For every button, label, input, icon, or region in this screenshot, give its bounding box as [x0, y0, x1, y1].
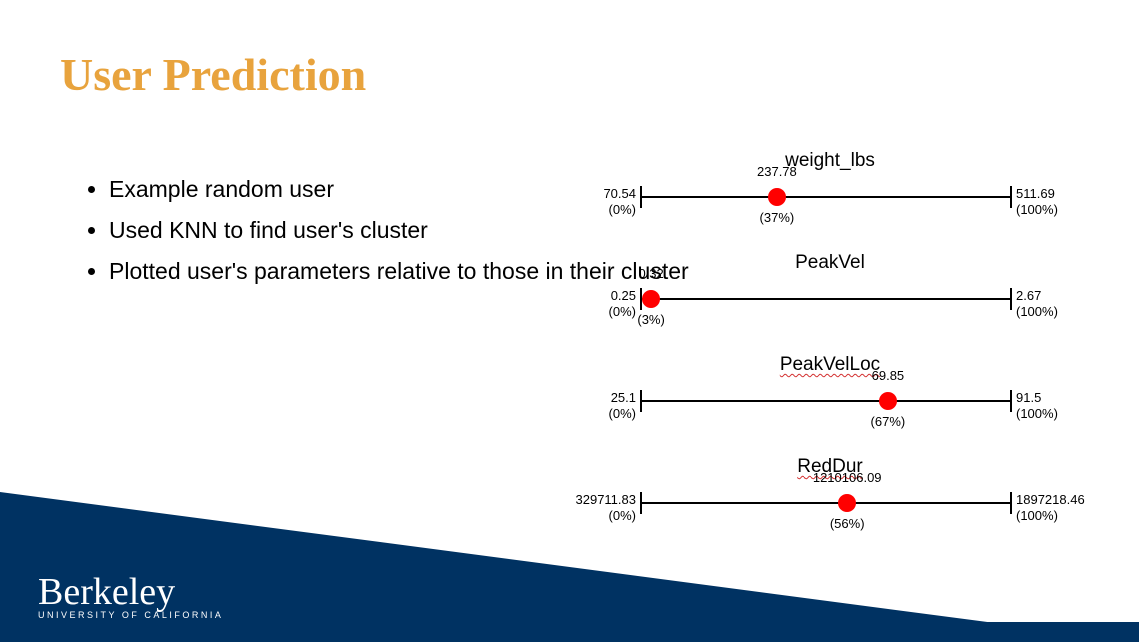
tick-right: [1010, 390, 1012, 412]
axis: 0.25(0%)2.67(100%)0.32(3%): [580, 284, 1080, 332]
max-label: 2.67(100%): [1016, 288, 1058, 319]
min-label: 0.25(0%): [609, 288, 636, 319]
logo-main-text: Berkeley: [38, 570, 223, 614]
axis-line: [640, 400, 1010, 402]
value-label: 69.85: [872, 368, 905, 384]
tick-right: [1010, 288, 1012, 310]
max-label: 91.5(100%): [1016, 390, 1058, 421]
axis-line: [640, 298, 1010, 300]
marker-dot: [879, 392, 897, 410]
axis: 70.54(0%)511.69(100%)237.78(37%): [580, 182, 1080, 230]
param-chart: weight_lbs 70.54(0%) 511.69(100%) 237.78 (37…: [580, 150, 1080, 230]
tick-left: [640, 186, 642, 208]
min-label: 25.1(0%): [609, 390, 636, 421]
percent-label: (67%): [871, 414, 906, 430]
marker-dot: [768, 188, 786, 206]
percent-label: (3%): [637, 312, 664, 328]
value-label: 237.78: [757, 164, 797, 180]
param-title: weight_lbs: [580, 150, 1080, 172]
value-label: 1210106.09: [813, 470, 882, 486]
tick-left: [640, 390, 642, 412]
percent-label: (37%): [760, 210, 795, 226]
berkeley-logo: Berkeley UNIVERSITY OF CALIFORNIA: [38, 570, 223, 620]
axis: 25.1(0%)91.5(100%)69.85(67%): [580, 386, 1080, 434]
param-chart: PeakVel0.25(0%)2.67(100%)0.32(3%): [580, 252, 1080, 332]
min-label: 70.54(0%): [603, 186, 636, 217]
param-title: PeakVelLoc: [580, 354, 1080, 376]
tick-right: [1010, 186, 1012, 208]
slide-title: User Prediction: [60, 48, 366, 101]
footer-bar: [0, 622, 1139, 642]
max-label: 511.69(100%): [1016, 186, 1058, 217]
logo-sub-text: UNIVERSITY OF CALIFORNIA: [38, 610, 223, 620]
axis-line: [640, 196, 1010, 198]
marker-dot: [642, 290, 660, 308]
param-chart: PeakVelLoc 25.1(0%) 91.5(100%) 69.85 (67%): [580, 354, 1080, 434]
value-label: 0.32: [638, 266, 663, 282]
